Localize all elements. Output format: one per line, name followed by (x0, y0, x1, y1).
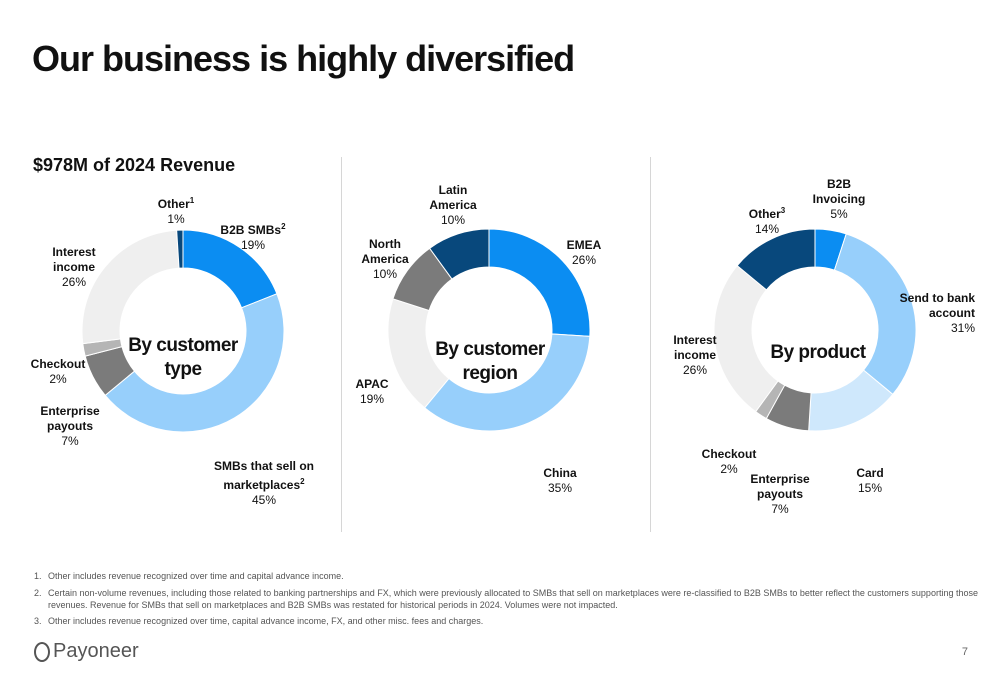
slice-label: Interest income 26% (655, 333, 735, 378)
slice-label-value: 1% (167, 212, 185, 226)
slice-label: North America 10% (350, 237, 420, 282)
slice-label: SMBs that sell on marketplaces2 45% (207, 459, 322, 508)
divider-right (650, 157, 651, 532)
slice-label-name: Enterprise payouts (750, 472, 810, 501)
slice-label: EMEA 26% (567, 238, 602, 268)
slice-label-value: 14% (754, 222, 780, 236)
page-title: Our business is highly diversified (32, 38, 575, 79)
chart-center-label: By product (770, 342, 866, 363)
payoneer-logo: Payoneer (34, 640, 139, 663)
slice-label-value: 26% (61, 275, 87, 289)
slice-label-value: 10% (372, 267, 398, 281)
logo-text: Payoneer (53, 640, 139, 662)
revenue-subtitle: $978M of 2024 Revenue (33, 155, 236, 175)
slice-label-name: Latin America (429, 183, 477, 212)
donut-slice (423, 333, 591, 432)
chart-center-label: By customer region (435, 339, 545, 384)
slice-label-name: Enterprise payouts (40, 404, 100, 433)
slice-label-name: Other3 (748, 206, 786, 221)
slice-label-value: 7% (771, 502, 789, 516)
slice-label-value: 31% (950, 321, 975, 335)
footnote: 1. Other includes revenue recognized over… (34, 571, 344, 581)
slice-label-name: B2B SMBs2 (220, 222, 286, 237)
slice-label: APAC 19% (355, 377, 388, 407)
slice-label-value: 2% (720, 462, 738, 476)
slice-label-name: Send to bank account (899, 291, 975, 320)
footnote: 2. Certain non-volume revenues, including… (34, 588, 978, 610)
chart-center-label: By customer type (128, 335, 238, 380)
slice-label-value: 5% (830, 207, 848, 221)
donut-slice (833, 233, 917, 396)
donut-slice (104, 293, 285, 433)
slice-label-value: 35% (547, 481, 573, 495)
slice-label-name: Interest income (673, 333, 717, 362)
slice-label: Latin America 10% (418, 183, 488, 228)
page-number: 7 (961, 646, 968, 658)
donut-slice (176, 229, 184, 269)
slice-label-name: Checkout (30, 357, 86, 371)
slice-label-value: 2% (49, 372, 67, 386)
slice-label-value: 19% (359, 392, 385, 406)
slice-label: B2B SMBs2 19% (220, 219, 285, 253)
slice-label-name: APAC (355, 377, 389, 391)
slice-label: Interest income 26% (34, 245, 114, 290)
slice-label-name: Card (856, 466, 884, 480)
slice-label: China 35% (543, 466, 576, 496)
slice-label-value: 26% (682, 363, 708, 377)
donut-slice (428, 228, 490, 280)
slice-label-value: 45% (251, 493, 277, 507)
logo-ring-icon (34, 641, 50, 662)
slice-label-value: 26% (571, 253, 597, 267)
slice-label: B2B Invoicing 5% (809, 177, 869, 222)
slice-label-name: Other1 (157, 196, 195, 211)
slice-label-name: SMBs that sell on marketplaces2 (213, 459, 314, 492)
slice-label: Card 15% (856, 466, 883, 496)
divider-left (341, 157, 342, 532)
slice-label: Other3 14% (749, 203, 785, 237)
slice-label: Enterprise payouts 7% (25, 404, 115, 449)
slice-label-value: 15% (857, 481, 883, 495)
slice-label-name: Checkout (701, 447, 757, 461)
slice-label: Checkout 2% (31, 357, 86, 387)
slice-label-name: North America (361, 237, 409, 266)
slice-label-value: 19% (240, 238, 266, 252)
slice-label-name: China (543, 466, 577, 480)
slice-label-name: EMEA (566, 238, 602, 252)
slice-label: Send to bank account 31% (880, 291, 975, 336)
slice-label-name: Interest income (52, 245, 96, 274)
slice-label-value: 10% (440, 213, 466, 227)
footnote: 3. Other includes revenue recognized over… (34, 616, 484, 626)
slice-label-name: B2B Invoicing (812, 177, 866, 206)
slice-label-value: 7% (61, 434, 79, 448)
slice-label: Checkout 2% (702, 447, 757, 477)
slice-label: Enterprise payouts 7% (735, 472, 825, 517)
slice-label: Other1 1% (158, 193, 194, 227)
donut-slice (736, 228, 816, 291)
